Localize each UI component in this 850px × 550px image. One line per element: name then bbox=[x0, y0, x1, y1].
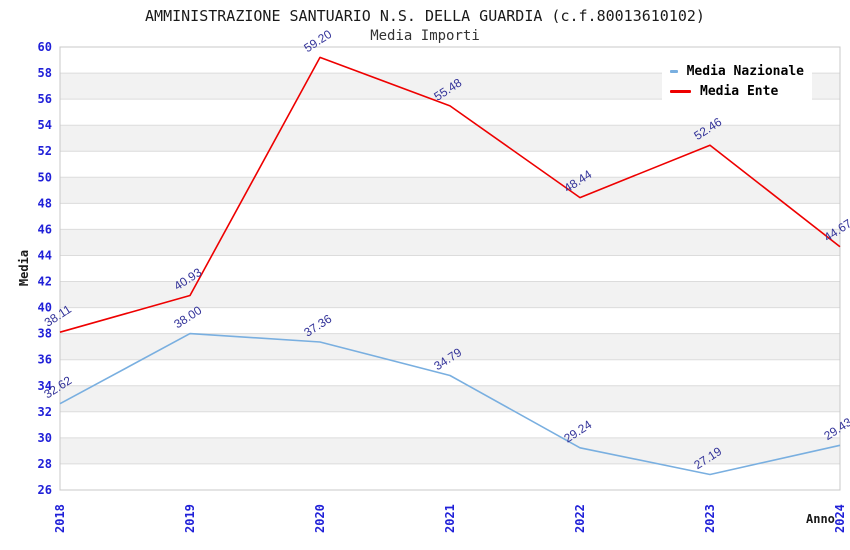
y-tick-label: 32 bbox=[38, 405, 52, 419]
chart-subtitle: Media Importi bbox=[370, 28, 480, 44]
series-line-media-nazionale bbox=[59, 332, 841, 476]
y-tick-label: 34 bbox=[38, 379, 52, 393]
x-axis-title: Anno bbox=[806, 512, 835, 526]
x-tick-label: 2021 bbox=[443, 504, 457, 533]
y-tick-label: 60 bbox=[38, 40, 52, 54]
y-tick-label: 38 bbox=[38, 327, 52, 341]
grid-band bbox=[60, 177, 840, 204]
legend-item-media-ente: Media Ente bbox=[670, 81, 804, 101]
grid-band bbox=[60, 229, 840, 256]
y-tick-label: 28 bbox=[38, 457, 52, 471]
x-tick-label: 2023 bbox=[703, 504, 717, 533]
y-axis-title: Media bbox=[17, 249, 31, 287]
grid-band bbox=[60, 333, 840, 360]
y-tick-label: 30 bbox=[38, 431, 52, 445]
grid-band bbox=[60, 437, 840, 464]
y-tick-label: 50 bbox=[38, 170, 52, 184]
legend-swatch-media-nazionale-icon bbox=[670, 69, 678, 73]
y-tick-label: 26 bbox=[38, 483, 52, 497]
chart-title: AMMINISTRAZIONE SANTUARIO N.S. DELLA GUA… bbox=[145, 7, 705, 25]
legend-label-media-ente: Media Ente bbox=[700, 83, 779, 99]
grid-band bbox=[60, 125, 840, 152]
x-tick-label: 2019 bbox=[183, 504, 197, 533]
x-tick-label: 2024 bbox=[833, 504, 847, 533]
y-tick-label: 46 bbox=[38, 222, 52, 236]
x-tick-label: 2018 bbox=[53, 504, 67, 533]
x-tick-label: 2022 bbox=[573, 504, 587, 533]
legend: Media Nazionale Media Ente bbox=[662, 56, 812, 106]
y-tick-label: 36 bbox=[38, 353, 52, 367]
y-tick-label: 56 bbox=[38, 92, 52, 106]
x-tick-label: 2020 bbox=[313, 504, 327, 533]
y-tick-label: 58 bbox=[38, 66, 52, 80]
y-tick-label: 44 bbox=[38, 249, 52, 263]
legend-item-media-nazionale: Media Nazionale bbox=[670, 61, 804, 81]
grid-band bbox=[60, 385, 840, 412]
y-tick-label: 40 bbox=[38, 301, 52, 315]
y-tick-label: 42 bbox=[38, 275, 52, 289]
y-tick-label: 48 bbox=[38, 196, 52, 210]
y-tick-label: 54 bbox=[38, 118, 52, 132]
legend-label-media-nazionale: Media Nazionale bbox=[686, 63, 804, 79]
plot-border bbox=[59, 46, 841, 491]
legend-swatch-media-ente-icon bbox=[670, 89, 691, 93]
series-line-media-ente bbox=[59, 56, 841, 333]
y-tick-label: 52 bbox=[38, 144, 52, 158]
